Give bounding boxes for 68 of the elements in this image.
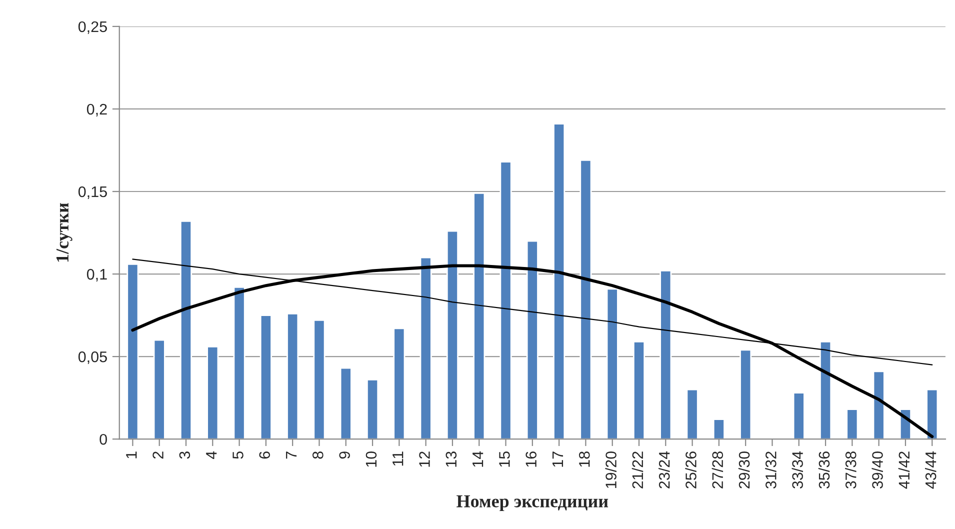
x-tick-label: 15 — [499, 452, 510, 467]
bar — [926, 388, 938, 440]
bar — [393, 328, 406, 440]
x-tick-label: 4 — [206, 451, 217, 460]
x-tick-label: 31/32 — [765, 452, 776, 489]
x-tick-label: 2 — [152, 452, 164, 459]
y-tick-label: 0,1 — [86, 268, 107, 282]
bar — [500, 161, 512, 440]
x-tick-label: 17 — [552, 452, 564, 467]
x-tick-label: 18 — [578, 452, 590, 467]
bar — [553, 123, 566, 440]
bar — [872, 370, 885, 440]
x-tick-label: 27/28 — [712, 452, 724, 488]
x-tick-label: 11 — [392, 452, 404, 466]
x-tick-label: 23/24 — [658, 451, 670, 488]
y-tick-label: 0,05 — [78, 351, 107, 364]
bar — [632, 340, 646, 440]
bar — [340, 367, 352, 440]
x-tick-label: 19/20 — [605, 451, 616, 488]
x-tick-label: 3 — [179, 452, 190, 459]
x-tick-label: 35/36 — [818, 452, 830, 489]
bar — [233, 286, 246, 440]
x-tick-label: 1 — [126, 452, 137, 458]
x-tick-label: 9 — [339, 452, 350, 459]
bar — [580, 159, 592, 440]
bar — [846, 408, 858, 440]
bar — [420, 256, 432, 440]
bar — [740, 349, 752, 440]
x-tick-label: 7 — [286, 452, 297, 459]
x-tick-label: 6 — [259, 452, 270, 459]
bar — [206, 346, 219, 440]
bar — [260, 314, 272, 440]
x-tick-label: 39/40 — [872, 451, 883, 489]
x-tick-label: 12 — [419, 452, 430, 467]
y-tick-label: 0,25 — [78, 21, 107, 34]
x-tick-label: 33/34 — [792, 451, 803, 489]
x-tick-label: 14 — [472, 451, 484, 467]
x-tick-label: 37/38 — [845, 452, 856, 489]
x-tick-label: 8 — [312, 452, 324, 459]
bar — [180, 220, 192, 440]
x-tick-label: 5 — [232, 452, 244, 459]
x-tick-label: 41/42 — [898, 452, 910, 489]
y-tick-label: 0,15 — [78, 186, 107, 199]
bar — [660, 270, 672, 440]
bar — [712, 418, 725, 440]
y-tick-label: 0 — [100, 434, 107, 445]
x-tick-label: 43/44 — [925, 451, 936, 489]
bar — [686, 388, 698, 440]
x-tick-label: 10 — [366, 451, 377, 467]
x-tick-label: 25/26 — [685, 452, 696, 488]
bar — [313, 320, 326, 440]
bar — [606, 288, 618, 440]
bar — [126, 263, 139, 440]
bar — [366, 378, 379, 440]
bar — [153, 339, 166, 440]
y-axis-title: 1/сутки — [56, 202, 72, 262]
bar — [286, 312, 299, 440]
bar — [526, 240, 538, 440]
x-tick-label: 13 — [446, 452, 457, 467]
x-axis-title: Номер экспедиции — [456, 495, 608, 512]
bar — [792, 392, 805, 440]
bar — [820, 340, 832, 440]
bar — [446, 230, 458, 440]
x-tick-label: 16 — [526, 452, 537, 467]
bar — [473, 192, 486, 440]
y-tick-label: 0,2 — [86, 104, 107, 116]
x-tick-label: 29/30 — [738, 451, 750, 488]
x-tick-label: 21/22 — [632, 452, 644, 488]
